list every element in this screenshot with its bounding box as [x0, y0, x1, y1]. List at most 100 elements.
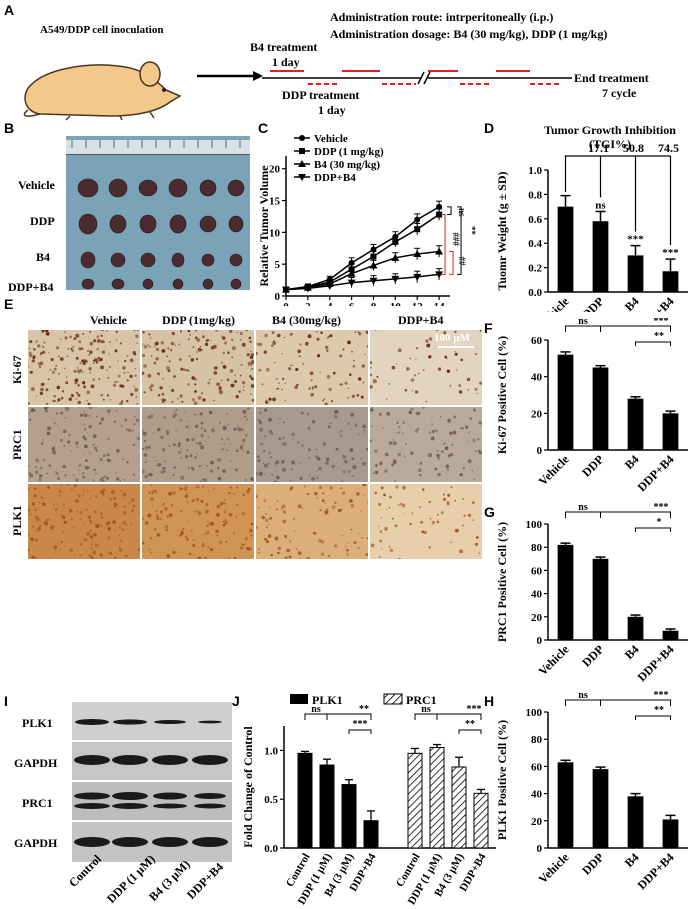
x-tick-label: 4: [327, 301, 333, 306]
y-tick-label: 1.0: [528, 165, 542, 177]
bar: [662, 271, 679, 292]
bracket: [600, 511, 671, 518]
y-tick-label: 0: [275, 291, 281, 303]
bracket: [600, 325, 671, 332]
y-tick-label: 0.6: [528, 214, 542, 226]
cycles-label: 7 cycle: [602, 86, 637, 100]
data-point: [347, 279, 356, 287]
ihc-image-prc1-4: [370, 407, 482, 482]
y-tick-label: 80: [531, 542, 543, 554]
x-tick-label: B4: [622, 642, 642, 662]
blot-label-plk1: PLK1: [22, 716, 53, 730]
bar: [662, 413, 679, 450]
legend-label: DDP+B4: [314, 172, 356, 184]
x-tick-label: 6: [349, 301, 355, 306]
y-tick-label: 0.5: [264, 794, 278, 806]
significance-label: ns: [578, 318, 588, 327]
chart-c-tumor-volume: 0510152002468101214Time (d)Relative Tumo…: [258, 133, 477, 306]
ihc-image-prc1-1: [28, 407, 140, 482]
scale-bar: [438, 346, 474, 348]
y-tick-label: 20: [531, 816, 543, 828]
bracket: [441, 214, 446, 275]
bar: [297, 752, 313, 849]
legend-label: PLK1: [312, 693, 343, 707]
western-blot-image: [72, 702, 232, 862]
panel-label-i: I: [4, 693, 8, 709]
bar: [557, 354, 574, 450]
data-point: [303, 285, 312, 293]
bracket: [449, 250, 454, 275]
y-axis-label: Fold Change of Control: [241, 726, 255, 848]
y-tick-label: 40: [531, 789, 543, 801]
tgi-value: 74.5: [658, 141, 679, 155]
y-tick-label: 20: [269, 164, 281, 176]
significance-label: ###: [451, 232, 461, 246]
y-axis-label: Tuomr Weight (g ± SD): [495, 171, 509, 290]
legend-label: PRC1: [406, 693, 437, 707]
y-tick-label: 0.4: [528, 238, 542, 250]
significance-label: ns: [457, 208, 467, 217]
significance-label: ***: [662, 247, 679, 259]
x-tick-label: DDP: [579, 452, 606, 479]
bar: [557, 544, 574, 640]
significance-label: *: [657, 517, 662, 528]
ihc-col-b4: B4 (30mg/kg): [272, 313, 341, 327]
x-tick-label: DDP+B4: [635, 642, 677, 684]
bar: [627, 616, 644, 640]
y-tick-label: 0.0: [264, 843, 278, 855]
ihc-row-ki67: Ki-67: [10, 355, 24, 384]
bar: [407, 752, 423, 849]
bar: [429, 746, 445, 849]
bracket: [635, 715, 671, 720]
treatment-timeline: [262, 70, 572, 85]
panel-label-h: H: [484, 693, 495, 709]
x-tick-label: Vehicle: [536, 452, 572, 488]
bar: [557, 206, 574, 292]
legend-label: B4 (30 mg/kg): [314, 159, 380, 171]
significance-label: ns: [595, 199, 606, 211]
bar: [592, 221, 609, 292]
bar: [627, 796, 644, 848]
bar: [627, 255, 644, 292]
bracket: [635, 341, 671, 346]
significance-label: **: [654, 331, 664, 342]
scale-bar-label: 100 μM: [434, 332, 470, 344]
photo-row-ddp: DDP: [30, 214, 55, 228]
data-point: [391, 253, 400, 261]
y-tick-label: 15: [269, 196, 281, 208]
ihc-image-ki-67-2: [142, 330, 254, 405]
y-tick-label: 0.2: [528, 263, 542, 275]
panel-label-c: C: [258, 120, 269, 136]
data-point: [282, 286, 290, 294]
x-tick-label: B4: [622, 294, 642, 312]
data-point: [369, 277, 378, 285]
legend-label: DDP (1 mg/kg): [314, 146, 384, 158]
bracket: [436, 713, 482, 720]
x-tick-label: DDP+B4: [635, 294, 677, 312]
panel-label-g: G: [484, 504, 495, 520]
x-tick-label: B4: [622, 452, 642, 472]
ihc-row-plk1: PLK1: [10, 505, 24, 536]
significance-label: **: [359, 704, 369, 715]
route-text: Administration route: intrperitoneally (…: [330, 10, 554, 24]
bar: [627, 398, 644, 450]
y-tick-label: 60: [531, 565, 543, 577]
ihc-col-ddp-b4: DDP+B4: [398, 313, 444, 327]
y-tick-label: 100: [526, 519, 543, 531]
data-point: [370, 253, 377, 260]
data-point: [435, 271, 444, 279]
inoculation-label: A549/DDP cell inoculation: [40, 24, 164, 36]
x-tick-label: 10: [390, 301, 402, 306]
y-axis-label: PLK1 Positive Cell (%): [495, 720, 509, 840]
legend-label: Vehicle: [314, 133, 348, 145]
x-tick-label: 8: [371, 301, 377, 306]
significance-label: ***: [627, 234, 644, 246]
legend-swatch: [383, 693, 403, 705]
bracket: [458, 729, 482, 734]
y-tick-label: 80: [531, 734, 543, 746]
x-tick-label: 14: [434, 301, 446, 306]
tgi-bracket: [564, 155, 671, 192]
significance-label: ns: [421, 704, 431, 715]
x-tick-label: Vehicle: [536, 642, 572, 678]
photo-row-ddp-b4: DDP+B4: [8, 280, 54, 294]
